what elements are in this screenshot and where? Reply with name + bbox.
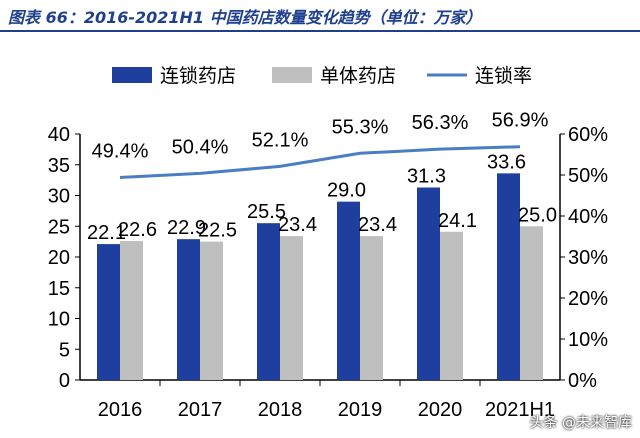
chain-store-value-label: 29.0 <box>327 180 366 202</box>
chain-store-value-label: 22.9 <box>167 217 206 239</box>
left-axis-tick-label: 0 <box>59 370 70 392</box>
chart-title: 图表 66：2016-2021H1 中国药店数量变化趋势（单位：万家） <box>8 8 482 27</box>
single-store-value-label: 24.1 <box>438 210 477 232</box>
left-axis-tick-label: 20 <box>48 247 70 269</box>
x-axis-tick-label: 2018 <box>258 399 303 421</box>
single-store-value-label: 23.4 <box>278 214 317 236</box>
single-store-bar <box>440 231 463 380</box>
chain-store-bar <box>97 244 120 380</box>
left-axis-tick-label: 10 <box>48 309 70 331</box>
single-store-bar <box>120 241 143 380</box>
x-axis-tick-label: 2021H1 <box>485 399 555 421</box>
chain-store-bar <box>257 223 280 380</box>
chain-rate-value-label: 50.4% <box>172 136 229 158</box>
left-axis-tick-label: 40 <box>48 124 70 146</box>
chain-rate-value-label: 55.3% <box>332 116 389 138</box>
right-axis-tick-label: 10% <box>568 329 608 351</box>
legend-label-single-store: 单体药店 <box>320 65 396 87</box>
right-axis-tick-label: 50% <box>568 165 608 187</box>
title-divider <box>0 30 640 32</box>
single-store-bar <box>200 241 223 380</box>
legend-label-chain-store: 连锁药店 <box>160 65 236 87</box>
legend-label-chain-rate: 连锁率 <box>475 65 532 87</box>
watermark: 头条 @未来智库 <box>529 415 632 431</box>
single-store-value-label: 23.4 <box>358 214 397 236</box>
chain-store-value-label: 25.5 <box>247 201 286 223</box>
chain-rate-value-label: 56.3% <box>412 112 469 134</box>
chain-store-value-label: 22.1 <box>87 222 126 244</box>
single-store-bar <box>360 236 383 380</box>
left-axis-tick-label: 25 <box>48 216 70 238</box>
single-store-value-label: 25.0 <box>518 204 557 226</box>
chain-store-value-label: 31.3 <box>407 166 446 188</box>
x-axis-tick-label: 2016 <box>98 399 143 421</box>
chain-rate-line <box>119 145 521 179</box>
chain-store-bar <box>497 173 520 380</box>
right-axis-tick-label: 0% <box>568 370 597 392</box>
right-axis-tick-label: 20% <box>568 288 608 310</box>
chain-store-bar <box>337 201 360 380</box>
single-store-bar <box>280 236 303 380</box>
chain-store-bar <box>177 239 200 380</box>
left-axis-tick-label: 15 <box>48 278 70 300</box>
chain-store-value-label: 33.6 <box>487 151 526 173</box>
x-axis-tick-label: 2017 <box>178 399 223 421</box>
right-axis-tick-label: 30% <box>568 247 608 269</box>
chain-store-bar <box>417 187 440 380</box>
right-axis-tick-label: 60% <box>568 124 608 146</box>
left-axis-tick-label: 35 <box>48 155 70 177</box>
single-store-value-label: 22.5 <box>198 220 237 242</box>
left-axis-tick-label: 30 <box>48 186 70 208</box>
chain-rate-value-label: 52.1% <box>252 129 309 151</box>
x-axis-tick-label: 2019 <box>338 399 383 421</box>
single-store-bar <box>520 226 543 380</box>
chain-rate-value-label: 56.9% <box>492 110 549 132</box>
x-axis-tick-label: 2020 <box>418 399 463 421</box>
legend-swatch-single-store <box>272 67 312 83</box>
legend-swatch-chain-store <box>112 67 152 83</box>
right-axis-tick-label: 40% <box>568 206 608 228</box>
left-axis-tick-label: 5 <box>59 339 70 361</box>
chain-rate-value-label: 49.4% <box>92 140 149 162</box>
single-store-value-label: 22.6 <box>118 219 157 241</box>
